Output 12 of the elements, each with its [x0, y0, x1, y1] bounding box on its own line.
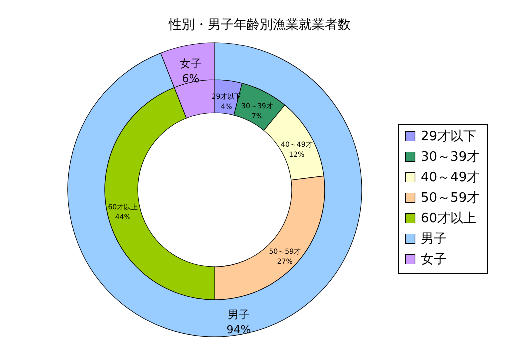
category-label: 男子: [228, 308, 250, 322]
legend-label: 50～59才: [421, 191, 480, 206]
data-label: 6%: [182, 72, 200, 86]
legend-label: 男子: [421, 232, 447, 247]
slice-label: 女子: [180, 57, 202, 70]
data-label: 94%: [226, 324, 252, 337]
legend-label: 40～49才: [421, 170, 480, 186]
legend-label: 60才以上: [421, 212, 477, 226]
legend-label: 女子: [421, 252, 447, 268]
legend-label: 29才以下: [421, 130, 477, 144]
chart-title: 性別・男子年齢別漁業就業者数: [168, 18, 351, 33]
legend-label: 30～39才: [421, 150, 480, 165]
